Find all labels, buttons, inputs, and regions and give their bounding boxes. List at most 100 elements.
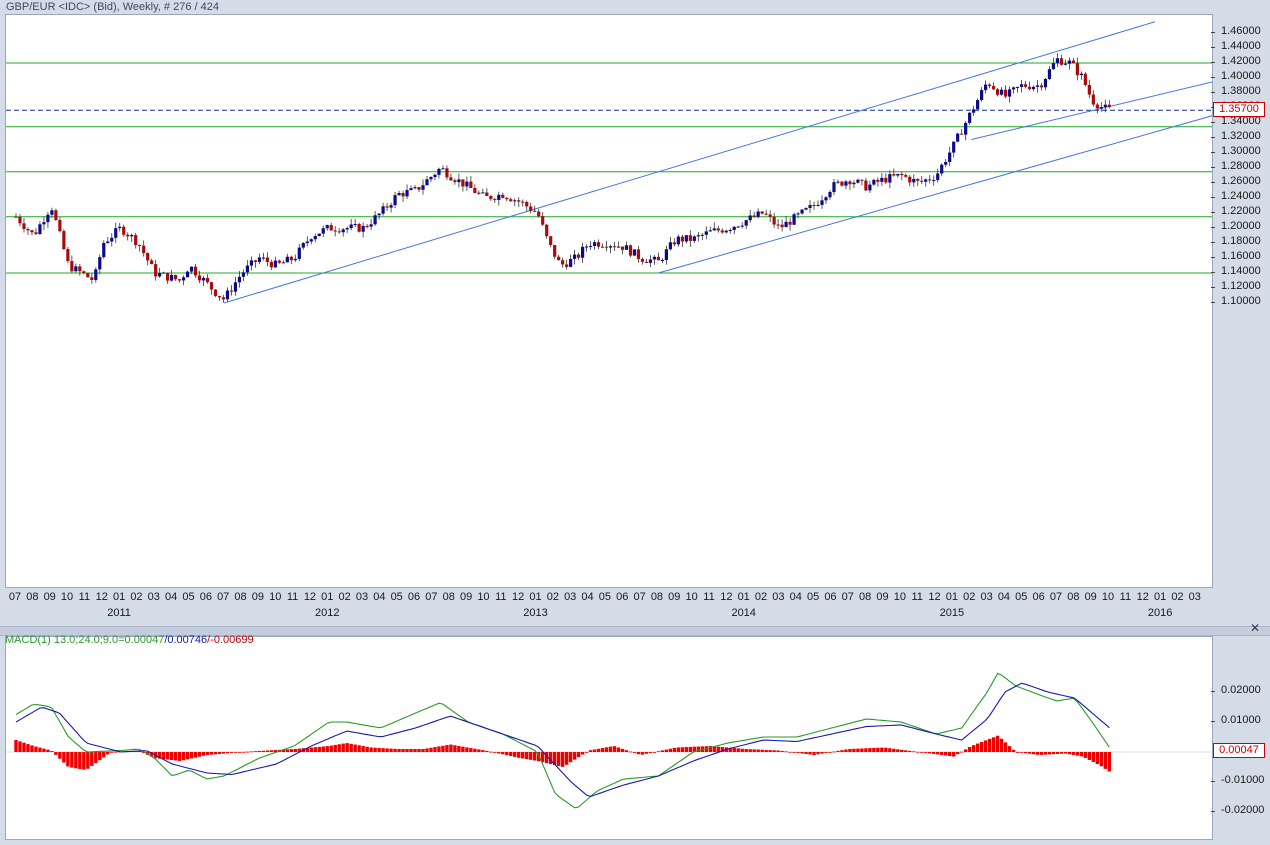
macd-hist-bar	[616, 747, 621, 752]
candle-body	[521, 201, 525, 203]
month-tick-label: 07	[841, 591, 854, 603]
month-tick-label: 02	[130, 591, 143, 603]
candle-body	[273, 260, 277, 268]
month-tick-label: 03	[1188, 591, 1201, 603]
macd-hist-bar	[137, 751, 142, 752]
macd-hist-bar	[361, 746, 365, 752]
candle-body	[533, 210, 537, 212]
candle-body	[804, 208, 808, 210]
candle-body	[1095, 104, 1099, 109]
trend-channel-line	[971, 81, 1214, 140]
candle-body	[233, 282, 238, 292]
macd-hist-bar	[720, 746, 724, 752]
macd-hist-bar	[876, 747, 880, 752]
macd-hist-bar	[1095, 752, 1100, 765]
price-tick-label: 1.26000	[1221, 175, 1261, 187]
candle-body	[50, 210, 54, 215]
month-tick-label: 07	[633, 591, 646, 603]
candle-body	[409, 188, 413, 191]
candle-body	[18, 216, 22, 224]
pane-splitter[interactable]	[0, 626, 1270, 636]
price-scale[interactable]: 1.460001.440001.420001.400001.380001.360…	[1211, 14, 1270, 586]
candle-body	[26, 229, 30, 231]
year-tick-label: 2011	[107, 607, 131, 619]
macd-hist-bar	[712, 746, 716, 752]
macd-hist-bar	[205, 752, 210, 755]
month-tick-label: 08	[442, 591, 455, 603]
candle-body	[780, 224, 784, 228]
macd-hist-bar	[820, 752, 824, 754]
candle-body	[864, 180, 868, 191]
macd-hist-bar	[381, 748, 385, 752]
candle-body	[956, 133, 960, 142]
macd-hist-bar	[752, 749, 756, 752]
candle-body	[972, 109, 976, 113]
price-tick-label: 1.28000	[1221, 160, 1261, 172]
macd-hist-bar	[983, 740, 988, 752]
macd-scale[interactable]: 0.02000 0.01000 -0.01000 -0.02000	[1210, 636, 1270, 838]
macd-hist-bar	[664, 749, 669, 752]
candle-body	[740, 225, 744, 227]
macd-hist-bar	[465, 747, 469, 752]
candle-body	[884, 177, 888, 183]
macd-hist-bar	[576, 752, 581, 758]
candle-body	[712, 228, 716, 231]
candle-body	[624, 245, 629, 250]
macd-hist-bar	[844, 749, 848, 752]
price-tick-label: 1.22000	[1221, 205, 1261, 217]
macd-hist-bar	[1067, 752, 1072, 755]
month-tick-label: 04	[789, 591, 802, 603]
macd-chart	[6, 672, 1212, 809]
candle-body	[928, 179, 932, 181]
macd-hist-bar	[481, 750, 485, 752]
macd-hist-bar	[979, 741, 984, 752]
macd-hist-bar	[995, 735, 1000, 752]
macd-tick-label: 0.01000	[1221, 714, 1261, 726]
candle-body	[30, 230, 34, 233]
macd-hist-bar	[963, 749, 968, 752]
macd-hist-bar	[189, 752, 194, 759]
candle-body	[728, 230, 732, 232]
price-panel[interactable]	[5, 14, 1214, 588]
macd-hist-bar	[780, 750, 784, 752]
month-tick-label: 06	[199, 591, 212, 603]
macd-hist-bar	[828, 752, 832, 753]
close-icon[interactable]: ✕	[1250, 621, 1261, 635]
candle-body	[1067, 60, 1071, 64]
macd-hist-bar	[1007, 746, 1012, 752]
candle-body	[708, 230, 712, 232]
macd-hist-bar	[784, 751, 788, 753]
macd-hist-bar	[936, 752, 940, 755]
candle-body	[876, 179, 880, 182]
candle-body	[688, 235, 692, 241]
month-tick-label: 09	[43, 591, 56, 603]
price-tick: 1.44000	[1211, 40, 1261, 52]
macd-hist-bar	[716, 746, 720, 752]
macd-legend: MACD(1) 13.0;24.0;9.0=0.00047/0.00746/-0…	[5, 634, 254, 646]
price-tick-label: 1.34000	[1221, 115, 1261, 127]
macd-hist-bar	[940, 752, 944, 755]
macd-hist-bar	[991, 737, 996, 752]
candle-body	[1063, 63, 1068, 65]
macd-hist-bar	[660, 750, 665, 752]
month-tick-label: 06	[824, 591, 837, 603]
candle-body	[836, 181, 840, 183]
macd-tick: -0.02000	[1210, 804, 1264, 816]
macd-panel[interactable]	[5, 636, 1213, 840]
macd-hist-bar	[521, 752, 525, 759]
macd-hist-bar	[245, 751, 250, 753]
macd-hist-bar	[548, 752, 553, 765]
macd-hist-bar	[1099, 752, 1104, 767]
macd-hist-bar	[197, 752, 202, 757]
time-axis[interactable]: 07 08 09 10 11 12 01 02 03 04 05 06 07 08 09 10 11 12 01 02…	[5, 587, 1211, 623]
macd-hist-bar	[792, 752, 796, 753]
macd-hist-bar	[529, 752, 533, 760]
candle-body	[1079, 73, 1083, 76]
candle-body	[193, 266, 198, 276]
macd-prefix: MACD(1) 13.0;24.0;9.0=	[5, 634, 125, 646]
candle-body	[389, 205, 393, 208]
month-tick-label: 12	[1136, 591, 1149, 603]
macd-hist-bar	[389, 748, 393, 752]
price-tick-label: 1.42000	[1221, 55, 1261, 67]
candle-body	[672, 242, 676, 245]
